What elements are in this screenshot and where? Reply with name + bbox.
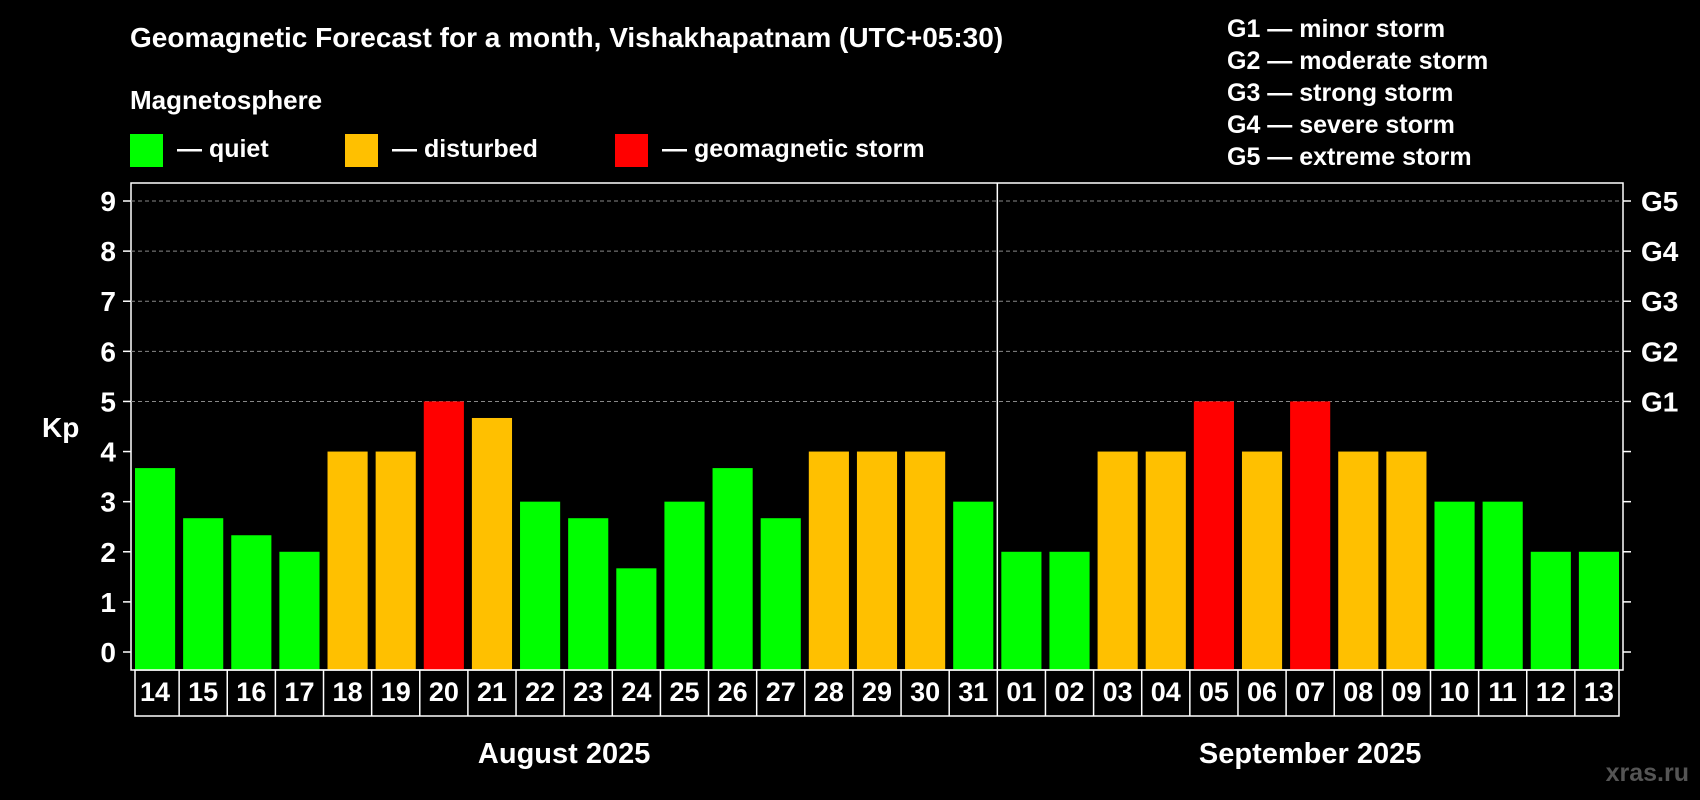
x-tick-label: 14 — [140, 677, 170, 707]
bar — [1578, 551, 1619, 670]
legend-label-disturbed: — disturbed — [392, 135, 538, 163]
legend-swatch-disturbed — [345, 134, 378, 167]
y-tick-label: 4 — [100, 437, 116, 468]
x-tick-label: 28 — [814, 677, 844, 707]
x-tick-label: 06 — [1247, 677, 1277, 707]
bar — [568, 518, 609, 670]
bar — [327, 451, 368, 670]
bar — [375, 451, 416, 670]
x-tick-label: 02 — [1054, 677, 1084, 707]
bar — [808, 451, 849, 670]
x-tick-label: 31 — [958, 677, 988, 707]
storm-scale-item: G1 — minor storm — [1227, 15, 1445, 43]
right-tick-label-g3: G3 — [1641, 286, 1678, 317]
month-label-0: August 2025 — [478, 738, 650, 770]
bar — [279, 551, 320, 670]
x-tick-label: 03 — [1103, 677, 1133, 707]
y-tick-label: 5 — [100, 386, 116, 417]
bar — [905, 451, 946, 670]
legend-label-quiet: — quiet — [177, 135, 269, 163]
storm-scale-item: G2 — moderate storm — [1227, 47, 1488, 75]
legend: — quiet — disturbed — geomagnetic storm — [130, 134, 925, 167]
legend-title: Magnetosphere — [130, 85, 322, 115]
x-tick-label: 01 — [1006, 677, 1036, 707]
x-tick-label: 12 — [1536, 677, 1566, 707]
bar — [1386, 451, 1427, 670]
x-tick-label: 15 — [188, 677, 218, 707]
x-tick-label: 07 — [1295, 677, 1325, 707]
x-tick-label: 11 — [1488, 677, 1517, 707]
x-tick-label: 25 — [669, 677, 699, 707]
day-label-frame — [134, 669, 1620, 717]
bar — [1241, 451, 1283, 670]
x-tick-label: 30 — [910, 677, 940, 707]
bar — [856, 451, 898, 670]
bar — [1097, 451, 1138, 670]
x-tick-label: 29 — [862, 677, 892, 707]
x-tick-label: 17 — [284, 677, 314, 707]
x-tick-label: 18 — [333, 677, 363, 707]
bar — [183, 518, 224, 670]
x-tick-label: 26 — [718, 677, 748, 707]
y-tick-label: 8 — [100, 236, 116, 267]
legend-label-storm: — geomagnetic storm — [662, 135, 925, 163]
x-tick-label: 04 — [1151, 677, 1181, 707]
x-tick-label: 20 — [429, 677, 459, 707]
legend-swatch-storm — [615, 134, 648, 167]
x-tick-label: 10 — [1440, 677, 1470, 707]
watermark: xras.ru — [1606, 759, 1689, 787]
bar — [1001, 551, 1042, 670]
y-axis-label: Kp — [42, 412, 79, 443]
y-tick-label: 2 — [100, 537, 116, 568]
bar — [1482, 501, 1523, 670]
storm-scale-item: G3 — strong storm — [1227, 79, 1453, 107]
y-tick-label: 0 — [100, 637, 116, 668]
y-tick-label: 1 — [100, 587, 116, 618]
right-tick-label-g2: G2 — [1641, 336, 1678, 367]
bar — [1434, 501, 1475, 670]
x-tick-label: 08 — [1343, 677, 1373, 707]
bar — [1193, 401, 1234, 670]
y-tick-label: 7 — [100, 286, 116, 317]
x-tick-label: 23 — [573, 677, 603, 707]
bar — [760, 518, 801, 670]
x-tick-label: 19 — [381, 677, 411, 707]
right-tick-label-g4: G4 — [1641, 236, 1679, 267]
bar — [1290, 401, 1331, 670]
bar — [520, 501, 561, 670]
bar — [135, 468, 176, 670]
month-label-1: September 2025 — [1199, 738, 1421, 770]
storm-scale-item: G5 — extreme storm — [1227, 143, 1472, 171]
y-tick-label: 6 — [100, 336, 116, 367]
bar — [616, 568, 657, 670]
y-tick-label: 3 — [100, 487, 116, 518]
bar — [953, 501, 994, 670]
x-tick-label: 09 — [1391, 677, 1421, 707]
bar — [1338, 451, 1379, 670]
x-tick-label: 24 — [621, 677, 651, 707]
storm-scale-item: G4 — severe storm — [1227, 111, 1455, 139]
x-tick-label: 05 — [1199, 677, 1229, 707]
x-tick-label: 22 — [525, 677, 555, 707]
bar — [664, 501, 705, 670]
y-tick-label: 9 — [100, 186, 116, 217]
bar — [712, 468, 753, 670]
x-tick-label: 16 — [236, 677, 266, 707]
x-tick-label: 21 — [477, 677, 507, 707]
right-tick-label-g1: G1 — [1641, 386, 1678, 417]
bar — [1530, 551, 1571, 670]
legend-swatch-quiet — [130, 134, 163, 167]
bar — [1049, 551, 1090, 670]
chart-title: Geomagnetic Forecast for a month, Vishak… — [130, 22, 1003, 53]
bar — [471, 417, 513, 670]
bar — [231, 535, 272, 670]
bar — [1145, 451, 1186, 670]
storm-scale-legend: G1 — minor storm G2 — moderate storm G3 — … — [1227, 15, 1488, 171]
bar — [423, 401, 464, 670]
x-tick-label: 27 — [766, 677, 796, 707]
right-tick-label-g5: G5 — [1641, 186, 1678, 217]
x-tick-label: 13 — [1584, 677, 1614, 707]
